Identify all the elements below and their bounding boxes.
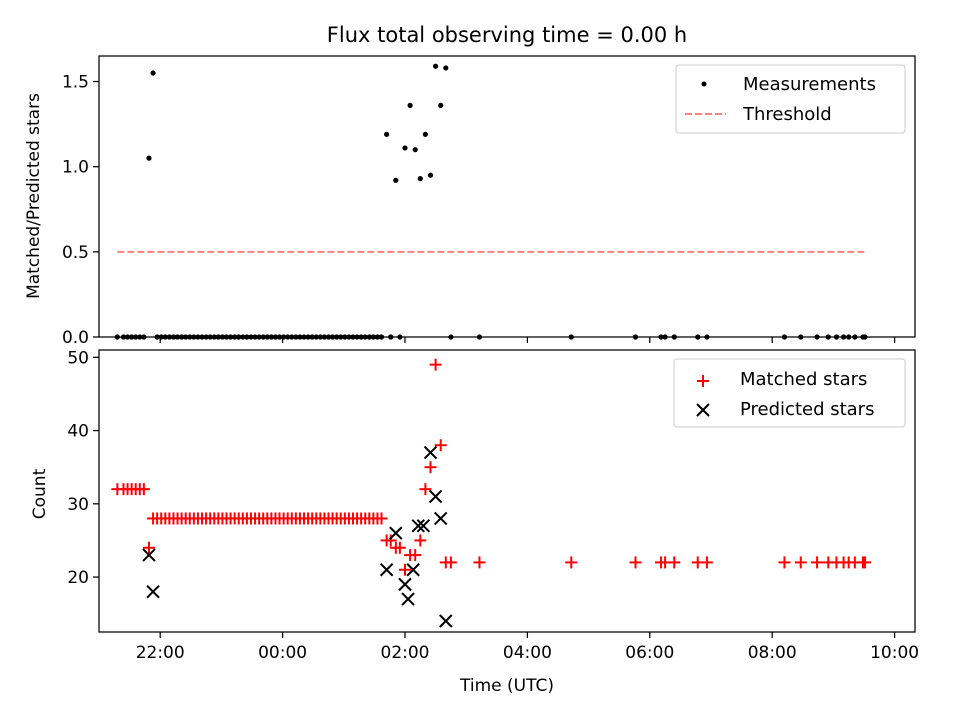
predicted-stars-point: [389, 526, 403, 540]
matched-stars-point: [668, 556, 681, 569]
matched-stars-point: [473, 556, 486, 569]
matched-stars-point: [444, 556, 457, 569]
legend-predicted-label: Predicted stars: [740, 399, 874, 420]
xtick-label: 02:00: [381, 643, 430, 663]
legend-threshold-label: Threshold: [742, 104, 832, 125]
matched-stars-point: [859, 556, 872, 569]
matched-stars-point: [414, 534, 427, 547]
bottom-panel: 20 30 40 50 22:00 00:00 02:00 04:00 06:00 08:00 1…: [30, 348, 919, 696]
xtick-label: 06:00: [625, 643, 674, 663]
measurements-point: [407, 102, 413, 108]
ytick-label: 1.5: [62, 73, 89, 93]
legend-matched-label: Matched stars: [740, 369, 867, 390]
matched-stars-point: [434, 439, 447, 452]
measurements-point: [384, 131, 390, 137]
matched-stars-point: [137, 483, 150, 496]
predicted-stars-point: [433, 511, 448, 526]
measurements-point: [402, 145, 408, 151]
matched-stars-point: [142, 541, 155, 554]
ytick-label: 1.0: [62, 158, 89, 178]
xtick-label: 04:00: [503, 643, 552, 663]
measurements-point: [412, 147, 418, 153]
ytick-label: 30: [67, 495, 89, 515]
matched-stars-point: [419, 483, 432, 496]
predicted-stars-point: [406, 563, 420, 577]
legend-measurements-marker: [701, 81, 707, 87]
bottom-legend: Matched stars Predicted stars: [673, 358, 906, 428]
ytick-label: 0.5: [62, 243, 89, 263]
measurements-point: [433, 63, 439, 69]
ytick-label: 0.0: [62, 328, 89, 348]
ytick-label: 50: [67, 348, 89, 368]
top-legend: Measurements Threshold: [675, 64, 906, 134]
matched-stars-point: [429, 358, 442, 371]
matched-stars-point: [629, 556, 642, 569]
measurements-point: [438, 102, 444, 108]
matched-stars-point: [811, 556, 824, 569]
measurements-point: [393, 177, 399, 183]
predicted-stars-point: [401, 592, 415, 606]
matched-stars-point: [778, 556, 791, 569]
matched-stars-point: [700, 556, 713, 569]
predicted-stars-point: [398, 577, 412, 592]
matched-stars-point: [393, 541, 406, 554]
bottom-ylabel: Count: [30, 468, 50, 519]
matched-stars-point: [409, 549, 422, 562]
predicted-stars-point: [428, 489, 443, 504]
legend-predicted-marker: [696, 403, 710, 417]
measurements-point: [417, 176, 423, 182]
ytick-label: 20: [67, 568, 89, 588]
bottom-xlabel: Time (UTC): [459, 676, 554, 696]
matched-stars-point: [384, 534, 397, 547]
xtick-label: 22:00: [136, 643, 185, 663]
top-axes-frame: [98, 55, 916, 338]
xtick-label: 00:00: [258, 643, 307, 663]
top-ylabel: Matched/Predicted stars: [24, 93, 44, 299]
predicted-stars-point: [411, 519, 425, 533]
measurements-point: [443, 65, 449, 71]
predicted-stars-point: [439, 614, 453, 628]
predicted-stars-point: [379, 563, 394, 577]
predicted-stars-point: [142, 548, 156, 562]
predicted-stars-point: [416, 519, 431, 533]
chart-title: Flux total observing time = 0.00 h: [327, 23, 687, 47]
measurements-point: [150, 70, 156, 76]
predicted-stars-point: [146, 585, 160, 599]
matched-stars-point: [424, 461, 437, 474]
bottom-legend-box: [673, 358, 906, 428]
measurements-point: [422, 131, 428, 137]
legend-measurements-label: Measurements: [743, 74, 876, 95]
ytick-label: 40: [67, 422, 89, 442]
matched-stars-point: [375, 512, 388, 525]
xtick-label: 10:00: [870, 643, 919, 663]
matched-stars-point: [565, 556, 578, 569]
xtick-label: 08:00: [748, 643, 797, 663]
matched-stars-point: [399, 563, 411, 576]
top-legend-box: [675, 64, 906, 134]
predicted-stars-point: [423, 445, 438, 460]
measurements-point: [146, 155, 152, 161]
bottom-axes-frame: [98, 349, 916, 633]
measurements-point: [427, 172, 434, 178]
legend-matched-marker: [697, 375, 709, 387]
matched-stars-point: [794, 556, 807, 569]
top-panel: 0.0 0.5 1.0 1.5 Matched/Predicted stars Mea…: [24, 55, 916, 348]
